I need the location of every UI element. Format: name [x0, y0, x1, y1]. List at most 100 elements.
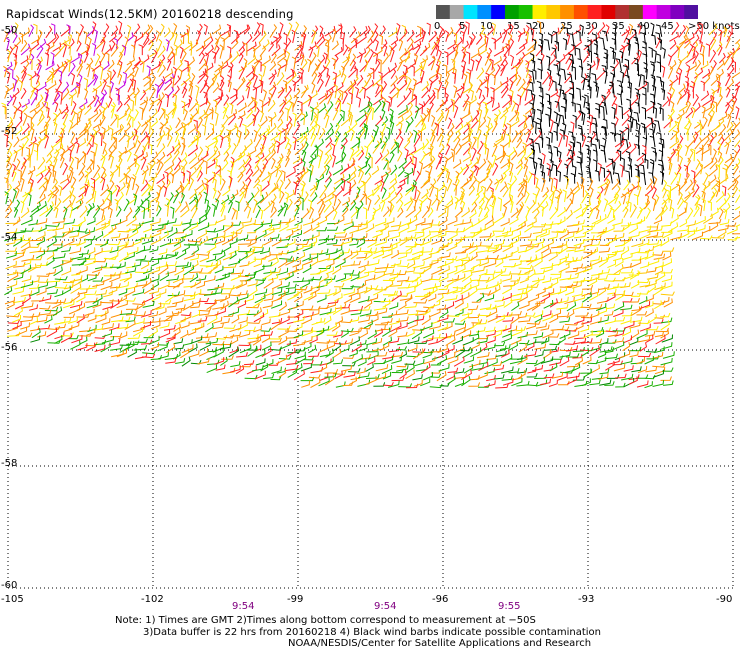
wind-barb	[421, 29, 426, 43]
wind-barb	[316, 59, 322, 71]
wind-barb	[28, 136, 37, 147]
lon-label: -102	[141, 594, 164, 605]
wind-barb	[502, 274, 513, 282]
wind-barb	[531, 277, 540, 287]
wind-barb	[167, 302, 178, 308]
wind-barb	[133, 153, 138, 168]
wind-barb	[29, 178, 34, 189]
wind-barb	[412, 326, 426, 331]
wind-barb	[471, 147, 477, 162]
wind-barb	[119, 316, 131, 322]
wind-barb	[293, 224, 302, 233]
wind-barb	[117, 241, 128, 252]
wind-barb	[127, 348, 137, 358]
wind-barb	[372, 31, 379, 44]
wind-barb	[185, 25, 191, 37]
wind-barb	[654, 194, 660, 206]
wind-barb	[94, 310, 107, 317]
wind-barb	[709, 37, 717, 51]
wind-barb	[18, 79, 24, 91]
wind-barb	[307, 94, 312, 107]
wind-barb	[332, 264, 342, 275]
wind-barb	[717, 132, 724, 144]
wind-barb	[223, 94, 230, 106]
wind-barb	[599, 346, 613, 353]
wind-barb	[373, 51, 379, 65]
wind-barb	[163, 324, 176, 331]
wind-barb	[117, 228, 131, 233]
wind-barb	[510, 54, 515, 67]
wind-barb	[238, 41, 245, 52]
wind-barb	[244, 155, 252, 168]
wind-barb	[100, 184, 110, 197]
wind-barb	[556, 240, 568, 248]
wind-barb	[540, 356, 554, 364]
wind-barb	[397, 207, 404, 218]
wind-barb	[139, 106, 144, 120]
wind-barb	[90, 177, 96, 192]
wind-barb	[118, 182, 126, 193]
wind-barb	[15, 326, 28, 337]
wind-barb	[283, 42, 288, 56]
wind-barb	[334, 370, 343, 380]
wind-barb	[142, 301, 155, 308]
wind-barb	[509, 89, 514, 101]
wind-barb	[524, 110, 533, 121]
wind-barb	[187, 42, 193, 56]
wind-barb	[629, 218, 643, 226]
wind-barb	[211, 203, 216, 217]
wind-barb	[470, 259, 482, 270]
wind-barb	[373, 180, 383, 191]
wind-barb	[613, 264, 624, 275]
wind-barb	[146, 207, 151, 219]
wind-barb	[638, 301, 651, 310]
wind-barb	[300, 85, 308, 99]
wind-barb	[212, 187, 217, 199]
wind-barb	[390, 36, 399, 46]
wind-barb	[403, 74, 408, 85]
wind-barb	[614, 172, 621, 185]
wind-barb	[407, 38, 414, 50]
wind-barb	[357, 126, 366, 141]
wind-barb	[263, 227, 275, 238]
wind-barb	[91, 21, 97, 35]
wind-barb	[29, 40, 40, 52]
wind-barb	[493, 46, 505, 57]
wind-barb	[397, 166, 405, 177]
wind-barb	[316, 327, 325, 337]
wind-barb	[702, 116, 708, 129]
wind-barb	[548, 333, 560, 338]
wind-barb	[180, 136, 185, 150]
wind-barb	[435, 59, 442, 73]
wind-barb	[476, 119, 481, 134]
wind-barb	[174, 186, 183, 197]
wind-barb	[509, 215, 519, 225]
wind-barb	[511, 377, 523, 387]
wind-barb	[37, 324, 51, 330]
wind-barb	[463, 115, 473, 128]
wind-barb	[637, 23, 642, 35]
wind-barb	[18, 32, 24, 44]
wind-barb	[429, 258, 439, 266]
wind-barb	[189, 350, 200, 358]
map-title: Rapidscat Winds(12.5KM) 20160218 descend…	[6, 7, 294, 21]
wind-barb	[303, 356, 315, 361]
wind-barb	[195, 179, 204, 191]
wind-barb	[598, 373, 609, 380]
wind-barb	[115, 93, 121, 105]
wind-barb	[140, 257, 153, 262]
wind-barb	[350, 374, 361, 381]
wind-barb	[228, 346, 240, 358]
wind-barb	[634, 62, 640, 77]
wind-barb	[510, 207, 519, 218]
wind-barb	[93, 257, 107, 263]
wind-barb	[332, 305, 343, 315]
wind-barb	[334, 258, 346, 268]
wind-barb	[325, 113, 330, 129]
wind-barb	[678, 36, 687, 50]
wind-barb	[247, 205, 252, 219]
wind-barb	[700, 235, 713, 240]
wind-barb	[537, 157, 543, 169]
wind-barb	[609, 46, 615, 60]
wind-barb	[523, 156, 529, 170]
